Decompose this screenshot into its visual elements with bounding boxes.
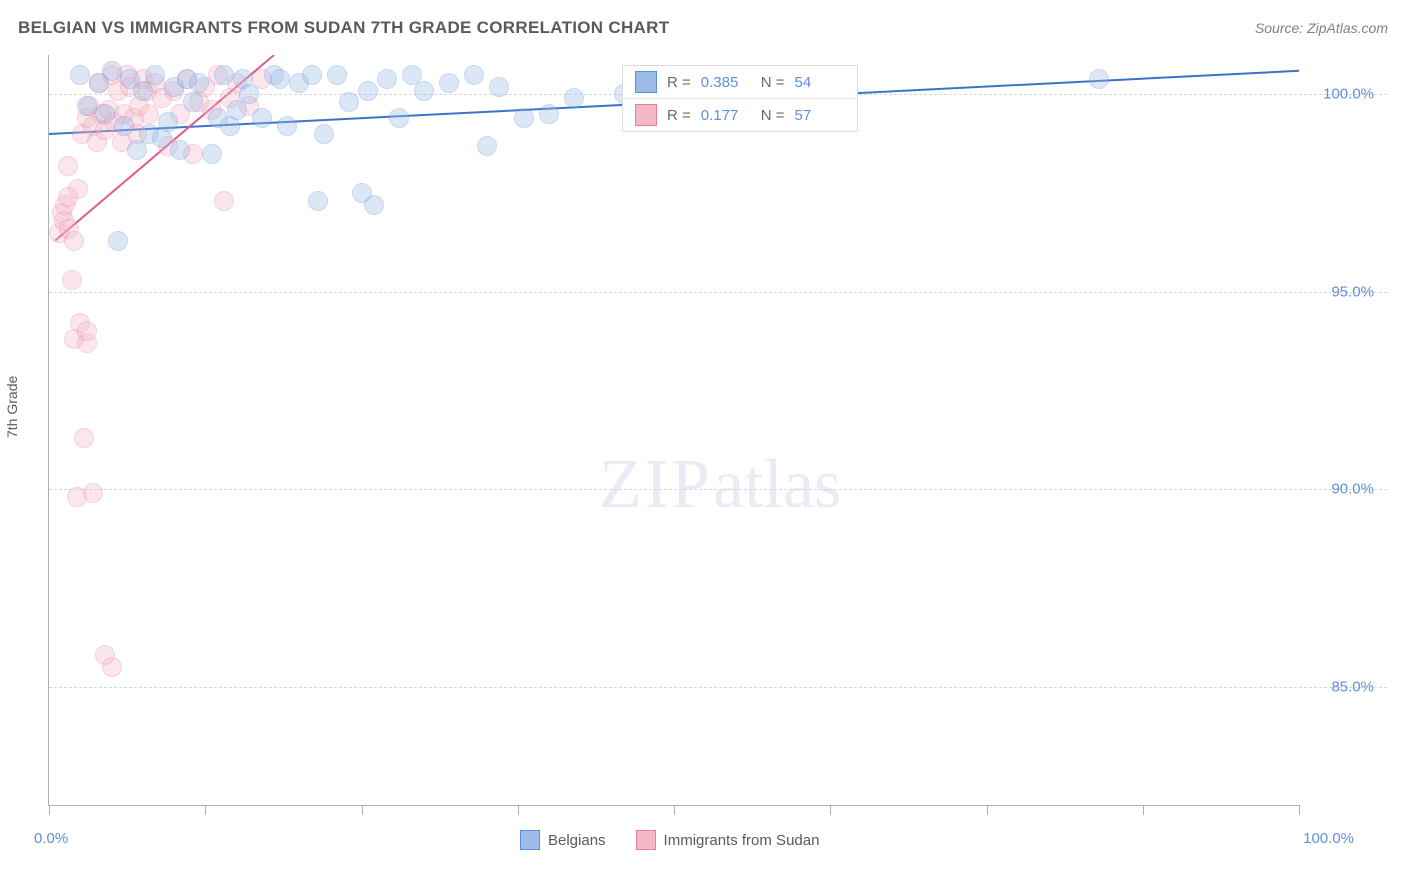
- correlation-legend: R = 0.385 N = 54 R = 0.177 N = 57: [622, 65, 858, 132]
- chart-header: BELGIAN VS IMMIGRANTS FROM SUDAN 7TH GRA…: [18, 18, 1388, 38]
- data-point: [158, 112, 178, 132]
- data-point: [364, 195, 384, 215]
- chart-title: BELGIAN VS IMMIGRANTS FROM SUDAN 7TH GRA…: [18, 18, 669, 38]
- data-point: [77, 321, 97, 341]
- data-point: [327, 65, 347, 85]
- n-value: 54: [795, 74, 845, 91]
- x-tick: [1299, 805, 1300, 815]
- x-tick: [830, 805, 831, 815]
- data-point: [170, 140, 190, 160]
- scatter-plot-area: 0.0% 100.0% ZIPatlas 85.0%90.0%95.0%100.…: [48, 55, 1299, 806]
- data-point: [214, 65, 234, 85]
- x-axis-min-label: 0.0%: [34, 830, 68, 847]
- data-point: [564, 88, 584, 108]
- x-tick: [1143, 805, 1144, 815]
- data-point: [202, 144, 222, 164]
- n-label: N =: [761, 107, 785, 124]
- y-tick-label: 100.0%: [1323, 86, 1374, 103]
- y-tick-label: 90.0%: [1331, 481, 1374, 498]
- x-tick: [205, 805, 206, 815]
- data-point: [102, 61, 122, 81]
- data-point: [239, 84, 259, 104]
- x-axis-max-label: 100.0%: [1303, 830, 1354, 847]
- r-value: 0.385: [701, 74, 751, 91]
- data-point: [377, 69, 397, 89]
- data-point: [489, 77, 509, 97]
- watermark-atlas: atlas: [713, 446, 841, 523]
- gridline: [49, 687, 1387, 688]
- x-tick: [362, 805, 363, 815]
- data-point: [114, 116, 134, 136]
- y-tick-label: 95.0%: [1331, 283, 1374, 300]
- data-point: [514, 108, 534, 128]
- data-point: [270, 69, 290, 89]
- data-point: [83, 483, 103, 503]
- data-point: [95, 104, 115, 124]
- y-axis-title: 7th Grade: [4, 376, 20, 438]
- legend-label-belgians: Belgians: [548, 832, 606, 849]
- data-point: [339, 92, 359, 112]
- data-point: [389, 108, 409, 128]
- correlation-swatch: [635, 104, 657, 126]
- data-point: [314, 124, 334, 144]
- trend-lines: [49, 55, 1299, 805]
- data-point: [62, 270, 82, 290]
- gridline: [49, 489, 1387, 490]
- watermark: ZIPatlas: [599, 445, 841, 525]
- y-tick-label: 85.0%: [1331, 678, 1374, 695]
- data-point: [439, 73, 459, 93]
- legend-item-sudan: Immigrants from Sudan: [636, 830, 820, 850]
- x-tick: [49, 805, 50, 815]
- data-point: [539, 104, 559, 124]
- data-point: [64, 231, 84, 251]
- n-label: N =: [761, 74, 785, 91]
- data-point: [277, 116, 297, 136]
- watermark-zip: ZIP: [599, 446, 713, 523]
- correlation-swatch: [635, 71, 657, 93]
- data-point: [77, 96, 97, 116]
- swatch-sudan: [636, 830, 656, 850]
- data-point: [464, 65, 484, 85]
- gridline: [49, 292, 1387, 293]
- data-point: [189, 73, 209, 93]
- r-value: 0.177: [701, 107, 751, 124]
- n-value: 57: [795, 107, 845, 124]
- data-point: [68, 179, 88, 199]
- correlation-row: R = 0.177 N = 57: [623, 99, 857, 131]
- data-point: [214, 191, 234, 211]
- r-label: R =: [667, 107, 691, 124]
- legend-item-belgians: Belgians: [520, 830, 606, 850]
- data-point: [74, 428, 94, 448]
- data-point: [302, 65, 322, 85]
- data-point: [70, 65, 90, 85]
- x-tick: [674, 805, 675, 815]
- swatch-belgians: [520, 830, 540, 850]
- source-attribution: Source: ZipAtlas.com: [1255, 20, 1388, 36]
- data-point: [358, 81, 378, 101]
- data-point: [108, 231, 128, 251]
- data-point: [308, 191, 328, 211]
- x-tick: [987, 805, 988, 815]
- bottom-legend: Belgians Immigrants from Sudan: [520, 830, 819, 850]
- data-point: [183, 92, 203, 112]
- data-point: [414, 81, 434, 101]
- data-point: [145, 65, 165, 85]
- data-point: [477, 136, 497, 156]
- data-point: [1089, 69, 1109, 89]
- r-label: R =: [667, 74, 691, 91]
- correlation-row: R = 0.385 N = 54: [623, 66, 857, 99]
- x-tick: [518, 805, 519, 815]
- data-point: [58, 156, 78, 176]
- data-point: [102, 657, 122, 677]
- data-point: [252, 108, 272, 128]
- legend-label-sudan: Immigrants from Sudan: [664, 832, 820, 849]
